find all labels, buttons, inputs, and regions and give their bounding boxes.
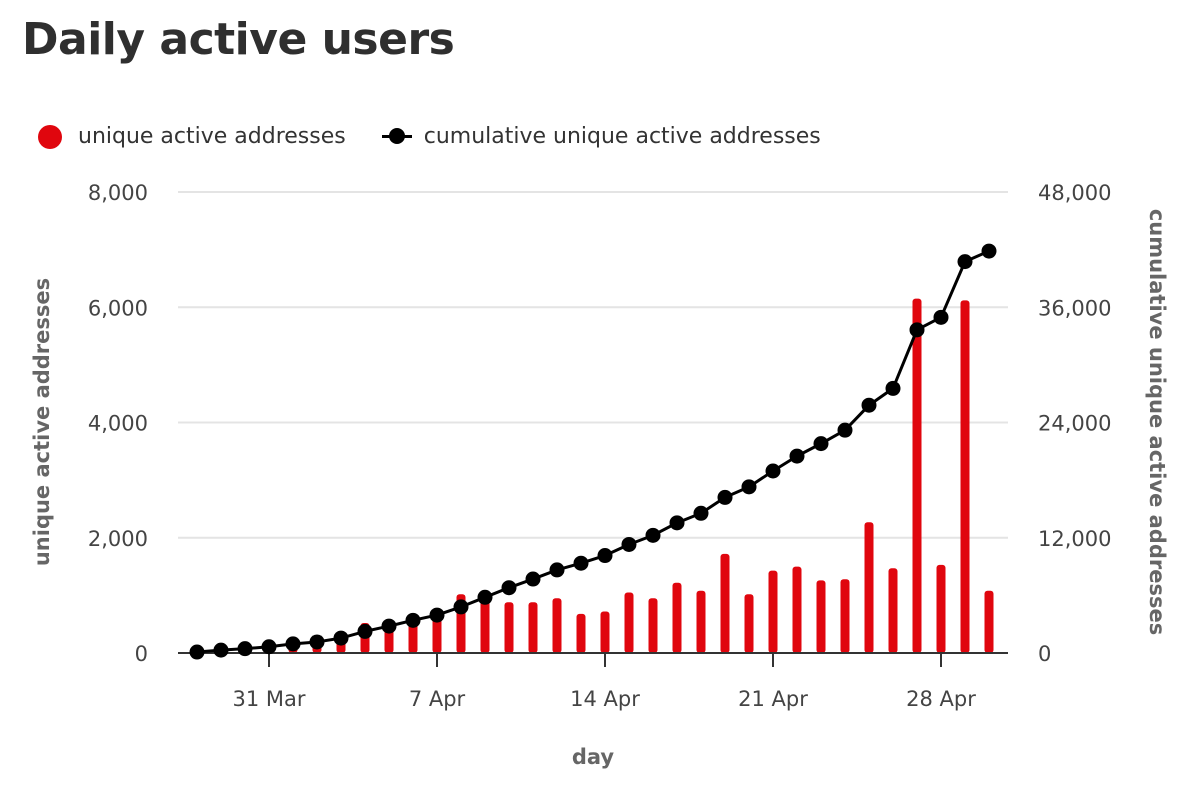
line-point [357,623,373,639]
line-layer [189,243,997,660]
bar [552,598,562,653]
bar [504,602,514,653]
axis-layer [178,652,1008,667]
bar [744,594,754,653]
right-tick-label: 0 [1038,642,1051,666]
line-point [333,630,349,646]
bar [792,566,802,653]
line-point [453,599,469,615]
bar [768,570,778,653]
line-point [381,618,397,634]
legend-swatch-cumulative-icon [381,128,412,144]
bar [528,602,538,653]
line-point [621,536,637,552]
legend-swatch-unique-icon [38,124,62,149]
line-point [285,636,301,652]
line-point [717,489,733,505]
bar [984,590,994,653]
left-tick-label: 2,000 [88,527,148,551]
line-point [885,380,901,396]
line-point [477,589,493,605]
line-point [813,436,829,452]
y-axis-title-right: cumulative unique active addresses [1145,209,1169,635]
bar [672,582,682,653]
label-layer: 0 2,000 4,000 6,000 8,000 0 12,000 24,000 36,000… [30,181,1169,769]
x-tick-label: 14 Apr [570,687,640,711]
line-point [549,562,565,578]
bar [432,618,442,653]
right-tick-label: 12,000 [1038,527,1111,551]
left-tick-label: 8,000 [88,181,148,205]
right-tick-label: 36,000 [1038,296,1111,320]
bar [864,522,874,653]
bar-layer [192,298,994,653]
legend-item-unique[interactable]: unique active addresses [38,124,346,149]
bar [720,553,730,653]
line-point [741,479,757,495]
bar [576,613,586,653]
legend-item-cumulative[interactable]: cumulative unique active addresses [381,124,821,149]
line-point [765,463,781,479]
line-point [189,644,205,660]
bar [696,590,706,653]
legend: unique active addresses cumulative uniqu… [38,124,857,149]
line-point [429,607,445,623]
line-point [933,309,949,325]
line-point [837,422,853,438]
x-tick-label: 21 Apr [738,687,808,711]
x-tick-label: 7 Apr [409,687,466,711]
x-tick-label: 28 Apr [906,687,976,711]
left-tick-label: 4,000 [88,412,148,436]
chart-title: Daily active users [22,14,455,65]
line-point [309,634,325,650]
right-tick-label: 48,000 [1038,181,1111,205]
line-point [213,642,229,658]
legend-marker-icon [388,128,405,144]
bar [600,611,610,653]
line-point [525,571,541,587]
line-point [693,505,709,521]
x-tick-label: 31 Mar [232,687,305,711]
line-point [645,527,661,543]
grid-layer [178,191,1008,539]
bar [840,579,850,653]
line-point [237,641,253,657]
legend-label-unique: unique active addresses [78,124,346,149]
bar [624,592,634,653]
bar [912,298,922,653]
bar [960,300,970,653]
line-point [861,397,877,413]
y-axis-title-left: unique active addresses [30,278,54,566]
legend-label-cumulative: cumulative unique active addresses [423,124,821,149]
line-point [957,254,973,270]
line-point [261,639,277,655]
line-point [501,580,517,596]
line-point [789,448,805,464]
bar [888,568,898,653]
line-point [597,548,613,564]
bar [480,601,490,653]
bar [408,620,418,653]
bar [648,598,658,653]
right-tick-label: 24,000 [1038,412,1111,436]
bar [816,580,826,653]
left-tick-label: 6,000 [88,296,148,320]
line-point [405,612,421,628]
line-point [573,555,589,571]
left-tick-label: 0 [135,642,148,666]
x-axis-title: day [572,745,615,769]
line-point [909,322,925,338]
cumulative-line [196,249,990,654]
bar [936,564,946,653]
line-point [981,243,997,259]
line-point [669,515,685,531]
